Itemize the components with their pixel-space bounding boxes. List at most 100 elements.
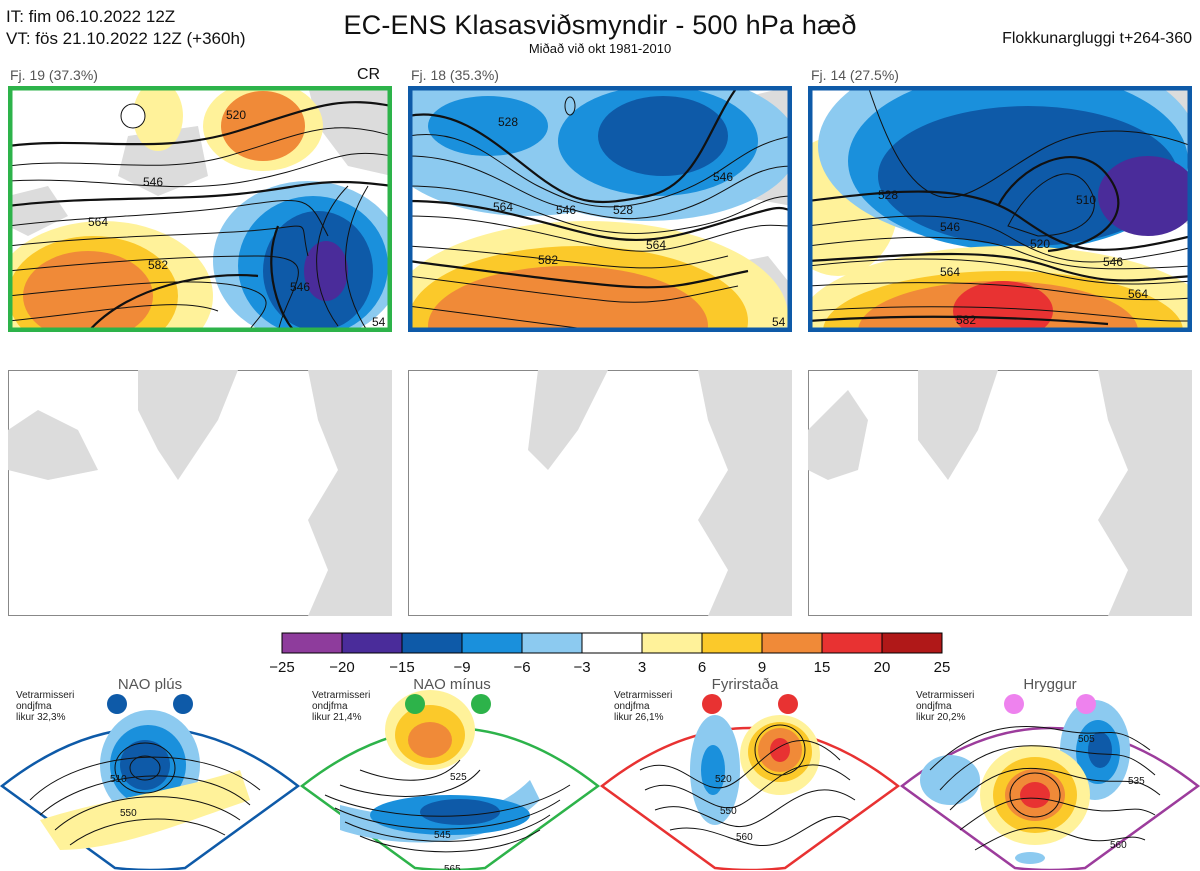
colorbar-tick: 15 [813,659,831,676]
contour-label: 525 [450,772,467,783]
colorbar-tick: −25 [269,659,295,676]
colorbar-tick: 20 [873,659,891,676]
contour-label: 546 [290,280,310,294]
contour-label: 550 [720,806,737,817]
contour-label: 535 [1128,776,1145,787]
colorbar-swatch [821,632,883,654]
contour-label: 528 [878,188,898,202]
colorbar-swatch [881,632,943,654]
contour-label: 545 [434,830,451,841]
empty-map-2 [408,370,792,616]
panel-2-frame [408,86,792,332]
regime-4-title: Hryggur [1023,676,1077,693]
contour-label: 54 [772,315,786,329]
contour-label: 582 [148,258,168,272]
contour-label: 528 [498,115,518,129]
regime-label-line: Vetrarmisseri [614,690,673,701]
regime-4-markers [1004,694,1096,714]
regime-label-line: Vetrarmisseri [916,690,975,701]
regime-2-title: NAO mínus [413,676,491,693]
regime-label-line: Vetrarmisseri [16,690,75,701]
colorbar-tick: 25 [933,659,951,676]
contour-label: 582 [538,253,558,267]
contour-label: 564 [646,238,666,252]
contour-label: 564 [88,215,108,229]
page-title: EC-ENS Klasasviðsmyndir - 500 hPa hæð [343,10,857,40]
contour-label: 528 [613,203,633,217]
colorbar-swatch [761,632,823,654]
contour-label: 560 [1110,840,1127,851]
colorbar-swatch [581,632,643,654]
colorbar-swatch [341,632,403,654]
climate-regimes: Vetrarmisseri ondjfma likur 32,3% NAO pl… [0,676,1200,871]
panel-3-frame [808,86,1192,332]
contour-label: 546 [940,220,960,234]
regime-3-info: Vetrarmisseri ondjfma likur 26,1% [614,690,672,723]
colorbar-swatch [281,632,343,654]
colorbar-swatch [401,632,463,654]
regime-4-info: Vetrarmisseri ondjfma likur 20,2% [916,690,974,723]
regime-label-line: ondjfma [312,701,348,712]
colorbar-tick: 9 [757,659,767,676]
regime-3-map: 520 550 560 [600,715,900,870]
regime-label-line: likur 26,1% [614,712,664,723]
regime-2-markers [405,694,491,714]
regime-3-markers [702,694,798,714]
colorbar-swatch [521,632,583,654]
contour-label: 546 [143,175,163,189]
classification-window: Flokkunargluggi t+264-360 [1002,30,1192,47]
contour-label: 560 [736,832,753,843]
colorbar-tick: −15 [389,659,415,676]
colorbar-tick: −6 [513,659,531,676]
regime-label-line: likur 20,2% [916,712,966,723]
contour-label: 582 [956,313,976,327]
contour-label: 520 [226,108,246,122]
regime-4-map: 505 535 560 [900,700,1200,870]
contour-label: 564 [493,200,513,214]
cluster-map-1: 520 546 564 582 546 54 [8,86,392,332]
empty-map-3 [808,370,1192,616]
colorbar-tick: −3 [573,659,591,676]
contour-label: 546 [713,170,733,184]
regime-1-map: 510 550 [0,710,300,870]
regime-label-line: ondjfma [614,701,650,712]
panel-2-label: Fj. 18 (35.3%) [411,67,499,83]
colorbar-tick: −9 [453,659,471,676]
contour-label: 510 [110,774,127,785]
regime-label-line: ondjfma [916,701,952,712]
empty-map-1 [8,370,392,616]
contour-label: 565 [444,864,461,870]
contour-label: 520 [715,774,732,785]
contour-label: 564 [940,265,960,279]
regime-1-info: Vetrarmisseri ondjfma likur 32,3% [16,690,74,723]
page-subtitle: Miðað við okt 1981-2010 [528,41,672,56]
colorbar-swatch [641,632,703,654]
regime-2-map: 525 545 565 [300,690,600,870]
contour-label: 510 [1076,193,1096,207]
regime-label-line: Vetrarmisseri [312,690,371,701]
colorbar-swatch [701,632,763,654]
regime-1-markers [107,694,193,714]
colorbar-swatch [461,632,523,654]
regime-1-title: NAO plús [117,676,183,693]
contour-label: 546 [1103,255,1123,269]
forecast-info: IT: fim 06.10.2022 12Z VT: fös 21.10.202… [6,6,246,50]
contour-label: 54 [372,315,386,329]
colorbar-tick: 3 [637,659,647,676]
cluster-map-2: 528 546 564 582 528 546 564 54 [408,86,792,332]
initial-time: IT: fim 06.10.2022 12Z [6,7,176,26]
regime-label-line: ondjfma [16,701,52,712]
panel-1-label: Fj. 19 (37.3%) [10,67,98,83]
colorbar-tick: 6 [697,659,707,676]
colorbar-tick: −20 [329,659,355,676]
regime-2-info: Vetrarmisseri ondjfma likur 21,4% [312,690,370,723]
contour-label: 546 [556,203,576,217]
regime-label-line: likur 21,4% [312,712,362,723]
panel-3-label: Fj. 14 (27.5%) [811,67,899,83]
contour-label: 520 [1030,237,1050,251]
valid-time: VT: fös 21.10.2022 12Z (+360h) [6,29,246,48]
contour-label: 505 [1078,734,1095,745]
cluster-map-3: 528 546 564 582 510 520 546 564 [808,86,1192,332]
contour-label: 550 [120,808,137,819]
colorbar: −25 −20 −15 −9 −6 −3 3 6 9 15 20 25 [269,632,950,677]
